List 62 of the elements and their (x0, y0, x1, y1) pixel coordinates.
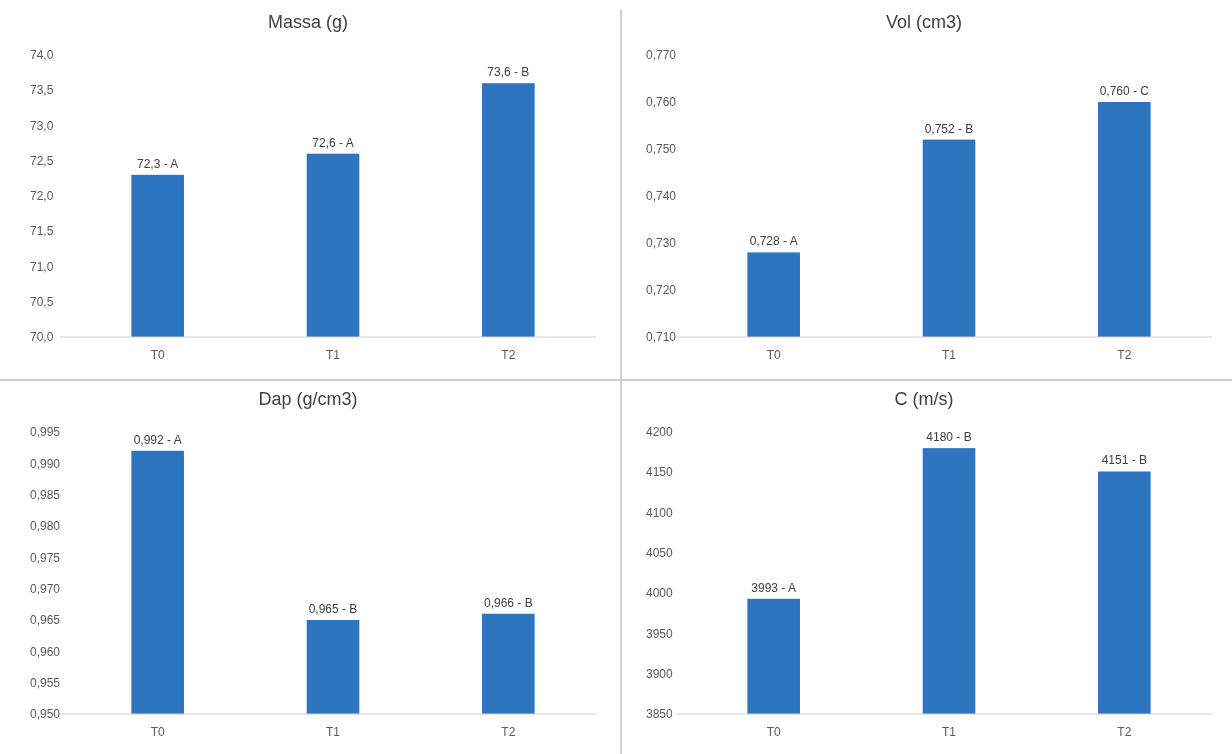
y-tick-label: 0,730 (646, 236, 677, 251)
y-tick-label: 72,5 (30, 153, 54, 168)
y-tick-label: 71,5 (30, 224, 54, 239)
y-tick-label: 0,710 (646, 330, 677, 345)
y-tick-label: 73,5 (30, 83, 54, 98)
y-tick-label: 0,760 (646, 95, 677, 110)
x-tick-label: T2 (1117, 725, 1132, 739)
x-tick-label: T0 (766, 348, 781, 362)
y-tick-label: 0,985 (30, 487, 61, 502)
y-tick-label: 3900 (646, 666, 674, 681)
y-tick-label: 73,0 (30, 118, 54, 133)
data-label: 72,6 - A (312, 135, 354, 150)
y-tick-label: 0,950 (30, 707, 61, 722)
x-tick-label: T2 (501, 725, 516, 739)
y-tick-label: 0,975 (30, 550, 61, 565)
y-tick-label: 4100 (646, 505, 674, 520)
data-label: 0,992 - A (133, 432, 182, 447)
y-tick-label: 74,0 (30, 48, 54, 63)
y-tick-label: 0,990 (30, 456, 61, 471)
data-label: 0,760 - C (1099, 84, 1150, 98)
y-tick-label: 0,720 (646, 283, 677, 298)
chart-title: Massa (g) (267, 12, 349, 32)
data-label: 0,965 - B (308, 602, 358, 616)
y-tick-label: 3950 (646, 626, 674, 641)
y-tick-label: 71,0 (30, 259, 54, 274)
data-label: 4151 - B (1101, 453, 1148, 468)
data-label: 3993 - A (751, 580, 797, 595)
y-tick-label: 0,770 (646, 48, 677, 63)
x-tick-label: T0 (150, 725, 165, 739)
y-tick-label: 0,740 (646, 189, 677, 204)
data-label: 4180 - B (926, 430, 972, 445)
x-tick-label: T1 (325, 348, 341, 362)
y-tick-label: 70,0 (30, 330, 54, 345)
x-tick-label: T1 (941, 725, 957, 739)
data-label: 0,728 - A (749, 234, 798, 249)
y-tick-label: 4200 (646, 425, 674, 440)
y-tick-label: 0,970 (30, 581, 61, 596)
x-tick-label: T1 (325, 725, 341, 739)
y-tick-label: 4150 (646, 465, 674, 480)
y-tick-label: 4000 (646, 586, 674, 601)
y-tick-label: 70,5 (30, 294, 54, 309)
y-tick-label: 0,750 (646, 142, 677, 157)
x-tick-label: T2 (1117, 348, 1132, 362)
x-tick-label: T0 (150, 348, 165, 362)
y-tick-label: 0,995 (30, 425, 61, 440)
data-label: 73,6 - B (487, 65, 530, 80)
y-tick-label: 72,0 (30, 189, 54, 204)
chart-title: Dap (g/cm3) (258, 389, 358, 409)
y-tick-label: 4050 (646, 546, 674, 561)
x-tick-label: T2 (501, 348, 516, 362)
chart-title: C (m/s) (894, 389, 954, 409)
data-label: 72,3 - A (136, 156, 179, 171)
x-tick-label: T0 (766, 725, 781, 739)
data-label: 0,966 - B (483, 595, 533, 610)
y-tick-label: 0,965 (30, 613, 61, 628)
x-tick-label: T1 (941, 348, 957, 362)
y-tick-label: 3850 (646, 707, 674, 722)
y-tick-label: 0,980 (30, 519, 61, 534)
chart-title: Vol (cm3) (885, 12, 963, 32)
y-tick-label: 0,960 (30, 644, 61, 659)
y-tick-label: 0,955 (30, 675, 61, 690)
data-label: 0,752 - B (924, 121, 974, 136)
